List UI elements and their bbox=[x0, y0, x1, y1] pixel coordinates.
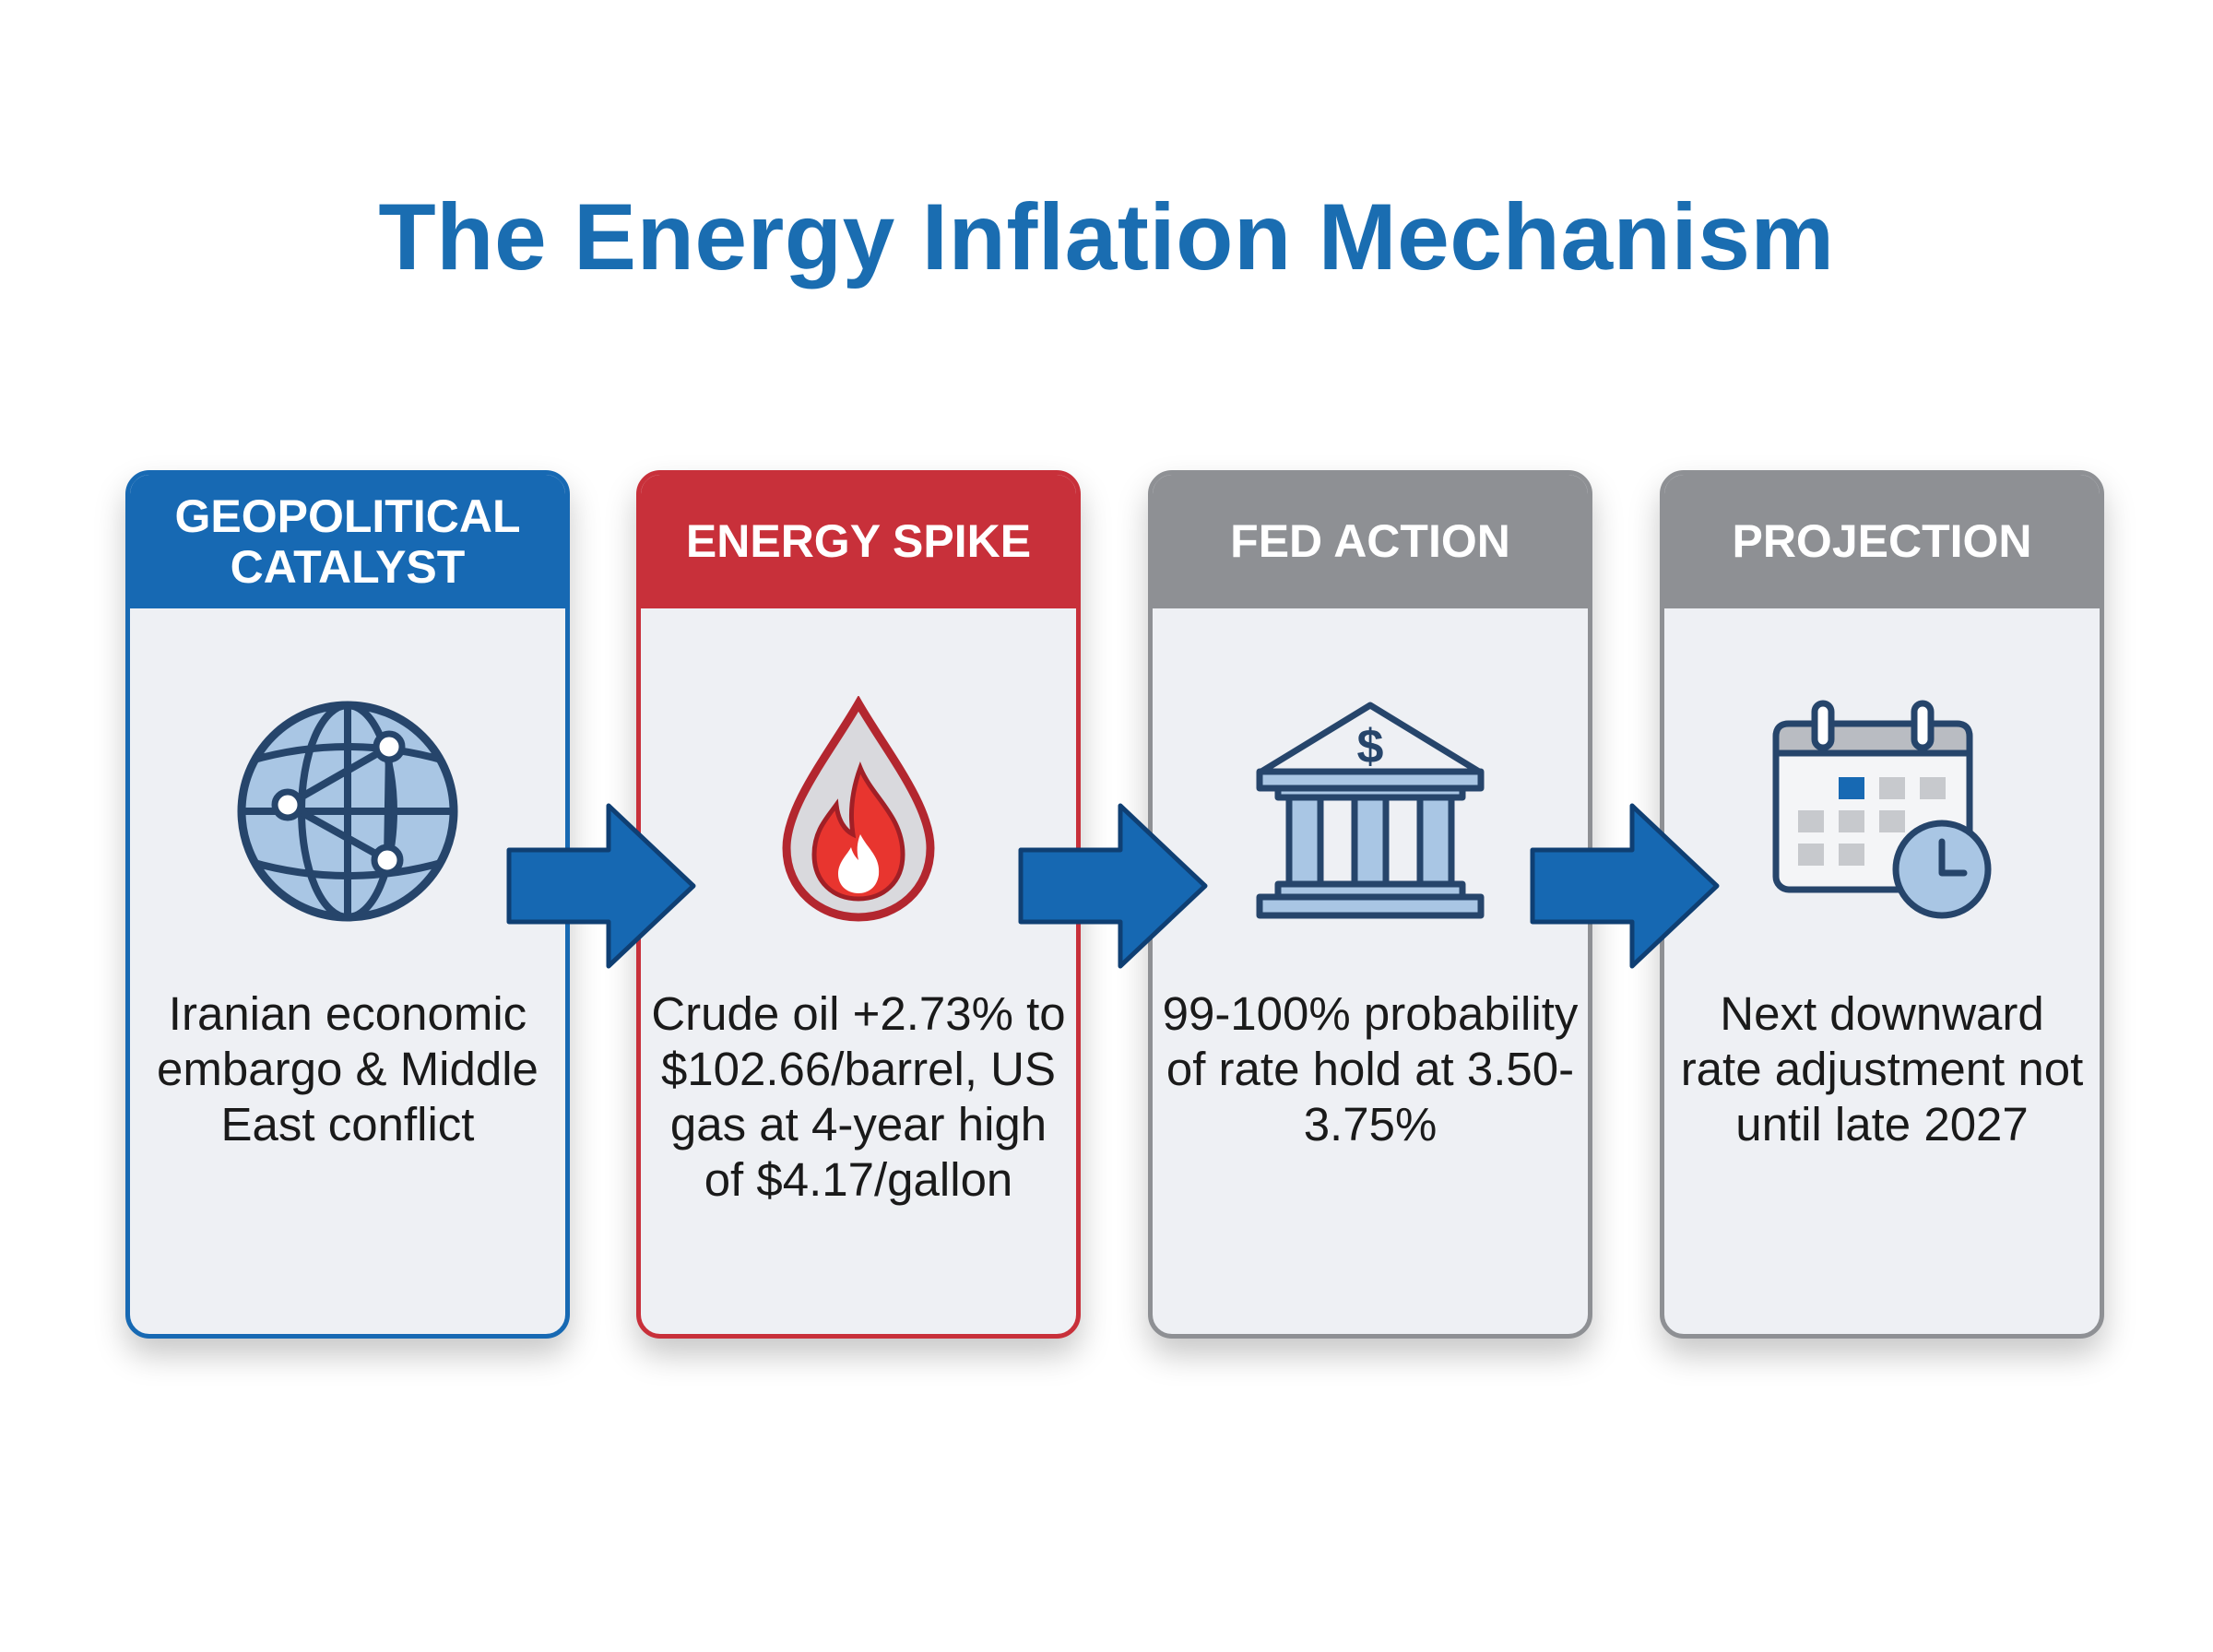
card-text: Next downward rate adjustment not until … bbox=[1680, 987, 2084, 1150]
page-title: The Energy Inflation Mechanism bbox=[378, 184, 1835, 289]
bank-building-icon: $ bbox=[1256, 702, 1485, 919]
card-text: 99-100% probability of rate hold at 3.50… bbox=[1162, 987, 1579, 1150]
card-header-line: ENERGY SPIKE bbox=[685, 515, 1032, 567]
card-geopolitical-catalyst: GEOPOLITICAL CATALYST Iranian bbox=[125, 470, 570, 1339]
card-header-line: FED ACTION bbox=[1230, 515, 1510, 567]
calendar-clock-icon bbox=[1772, 700, 1992, 919]
card-header: GEOPOLITICAL CATALYST bbox=[130, 475, 565, 608]
flow-arrow-icon bbox=[1018, 803, 1208, 969]
flow-arrow-icon bbox=[506, 803, 696, 969]
globe-network-icon bbox=[237, 701, 458, 922]
card-header-line: GEOPOLITICAL bbox=[174, 490, 521, 542]
card-energy-spike: ENERGY SPIKE Crude oil +2.73% to $102.66… bbox=[636, 470, 1081, 1339]
card-header-line: CATALYST bbox=[230, 540, 466, 593]
card-projection: PROJECTION Next downward rate adjustment… bbox=[1660, 470, 2104, 1339]
card-header-line: PROJECTION bbox=[1732, 515, 2032, 567]
card-text: Crude oil +2.73% to $102.66/barrel, US g… bbox=[651, 987, 1066, 1206]
oil-drop-flame-icon bbox=[782, 696, 935, 922]
card-header: ENERGY SPIKE bbox=[641, 475, 1076, 608]
card-header: PROJECTION bbox=[1664, 475, 2100, 608]
svg-text:$: $ bbox=[1357, 720, 1384, 773]
card-text: Iranian economic embargo & Middle East c… bbox=[157, 987, 538, 1150]
flow-arrow-icon bbox=[1530, 803, 1720, 969]
card-fed-action: FED ACTION $ 99-100% probability of rate… bbox=[1148, 470, 1592, 1339]
card-header: FED ACTION bbox=[1153, 475, 1588, 608]
